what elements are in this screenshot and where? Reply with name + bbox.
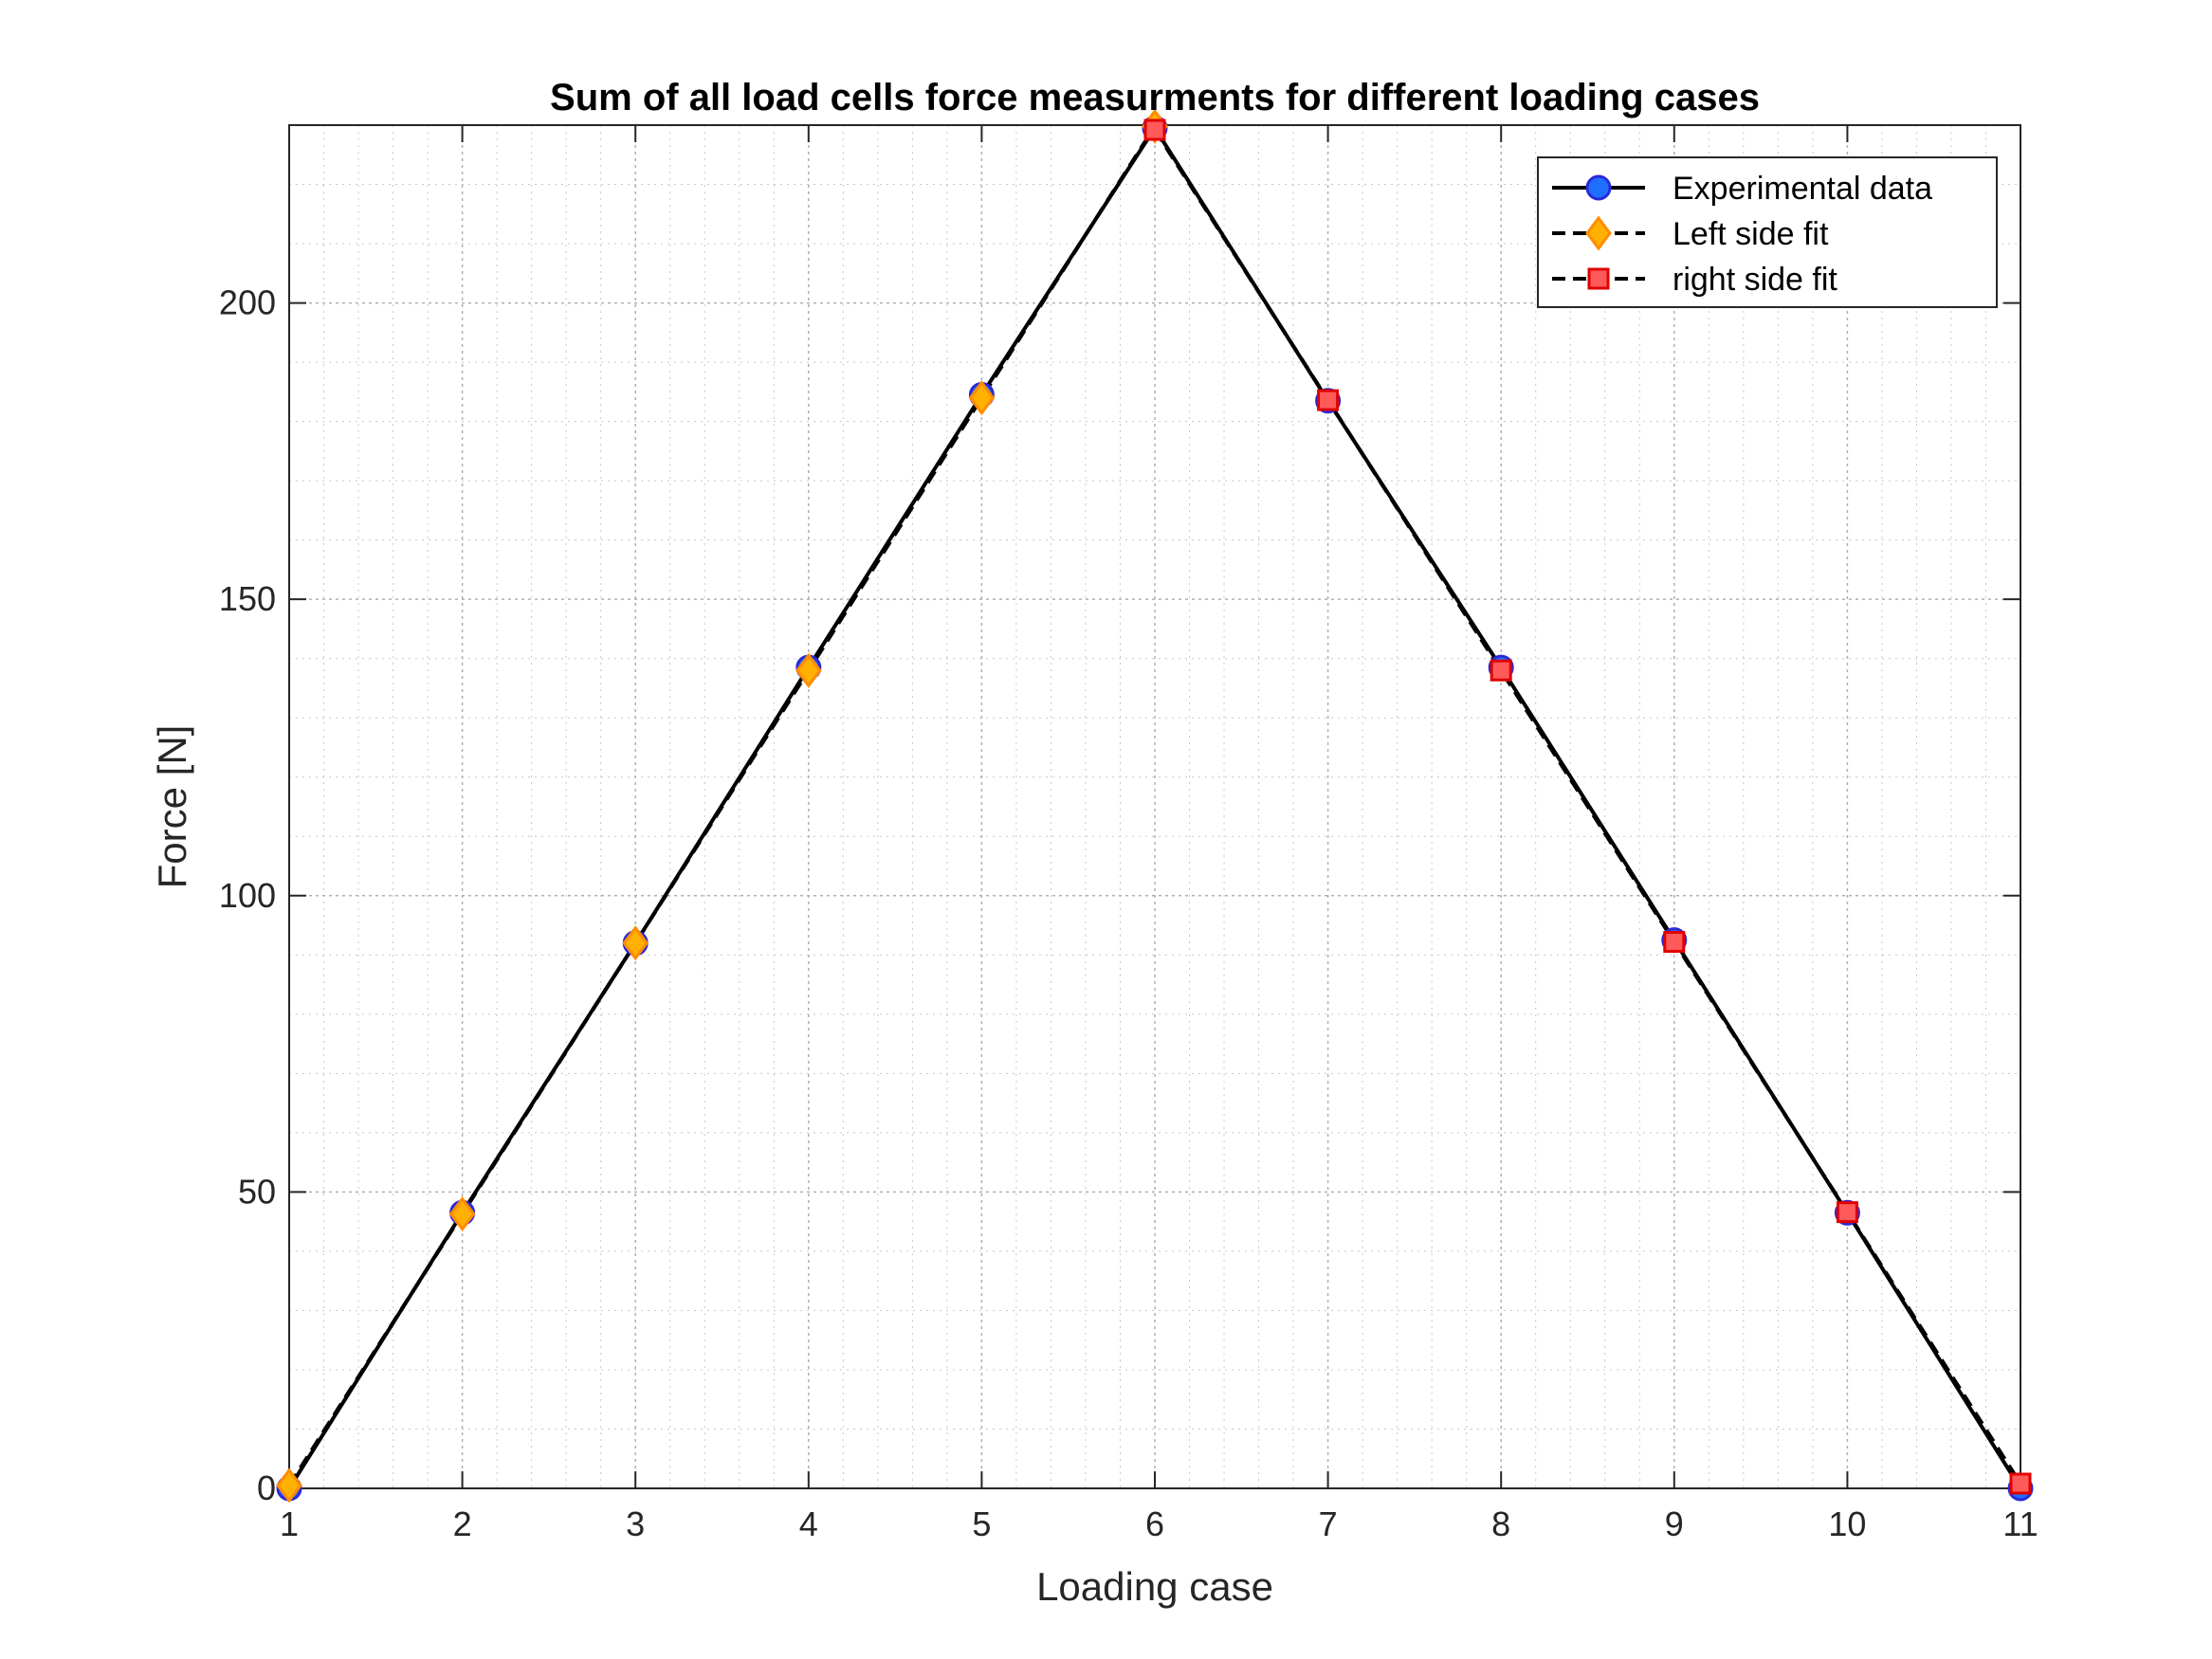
data-point-series-1 [622,925,649,961]
x-tick-label: 1 [280,1504,299,1543]
x-tick-label: 8 [1491,1504,1510,1543]
data-point-series-2 [2009,1472,2032,1495]
x-tick-label: 4 [799,1504,818,1543]
y-tick-label: 50 [238,1172,276,1211]
x-tick-label: 6 [1145,1504,1164,1543]
data-point-series-1 [276,1468,302,1504]
y-tick-label: 100 [219,876,276,915]
data-point-series-2 [1317,389,1340,411]
y-tick-label: 0 [257,1468,276,1507]
data-point-series-1 [795,652,822,688]
series-line-1 [287,125,1157,1486]
legend-marker-1 [1585,215,1612,251]
tick-labels: 1 2 3 4 5 6 7 8 9 10 11 0 50 100 150 200 [219,283,2038,1543]
x-tick-label: 10 [1828,1504,1866,1543]
series-line-2 [1153,128,2022,1486]
chart-title: Sum of all load cells force measurments … [550,77,1760,118]
legend-label-2: right side fit [1673,262,1837,298]
y-tick-label: 150 [219,579,276,618]
legend-marker-0 [1585,174,1612,201]
data-point-series-1 [968,380,996,416]
data-point-series-1 [448,1196,476,1232]
data-point-series-2 [1663,931,1686,954]
x-tick-label: 2 [453,1504,472,1543]
series-layer [276,108,2034,1504]
plot-area [289,125,2020,1488]
x-tick-label: 9 [1665,1504,1684,1543]
x-tick-label: 11 [2002,1504,2038,1543]
legend-marker-2 [1587,267,1610,290]
y-axis-label: Force [N] [150,725,194,889]
legend-label-0: Experimental data [1673,171,1932,207]
x-tick-label: 3 [626,1504,645,1543]
x-tick-label: 5 [972,1504,991,1543]
legend-box [1537,156,1998,308]
legend-label-1: Left side fit [1673,216,1829,252]
data-point-series-2 [1836,1201,1858,1224]
y-tick-label: 200 [219,283,276,322]
data-point-series-2 [1490,659,1512,682]
x-axis-label: Loading case [1036,1564,1273,1609]
legend: Experimental data Left side fit right side… [1537,156,1998,308]
x-tick-label: 7 [1319,1504,1338,1543]
data-point-series-2 [1143,118,1166,141]
